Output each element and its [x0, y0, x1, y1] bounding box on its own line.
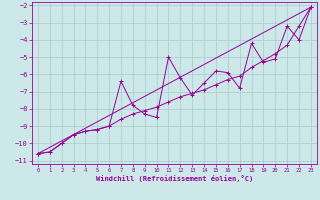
- X-axis label: Windchill (Refroidissement éolien,°C): Windchill (Refroidissement éolien,°C): [96, 175, 253, 182]
